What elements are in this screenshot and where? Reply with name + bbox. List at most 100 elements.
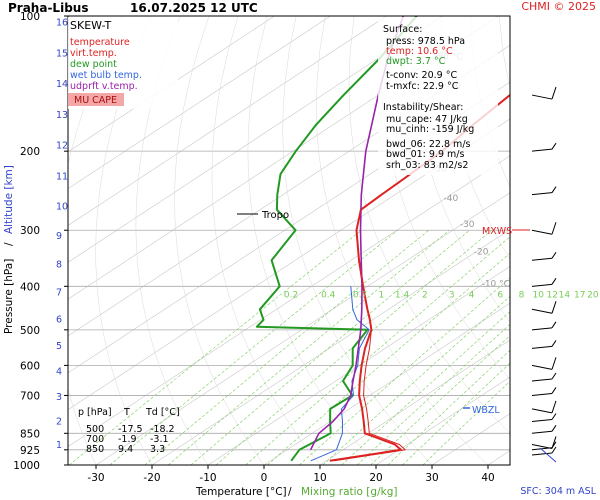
table-row-850-p: 850 [86,444,104,455]
wind-barb [531,387,557,396]
y-tick-label: 1000 [13,460,40,472]
wind-barb-flag [551,357,557,370]
altitude-tick-label: 8 [56,260,62,271]
wind-barb [531,252,557,261]
wind-barb-flag [551,222,557,235]
wind-barb [531,301,557,314]
x-tick-label: 0 [261,472,268,484]
isotherm-line [68,81,510,374]
dry-adiabat [174,16,265,465]
series-dew-point-line [255,16,418,462]
wind-barb-flag [551,278,557,285]
mixing-ratio-label: 2 [422,290,428,300]
dry-adiabat [135,16,209,465]
instability-bwd-06: bwd_06: 22.8 m/s [386,139,471,150]
series-wet-bulb-temp-line [310,286,370,462]
mixing-ratio-label: 20 [587,290,599,300]
wind-barb-staff [531,378,553,382]
dry-adiabat [247,16,377,465]
altitude-tick-label: 16 [56,18,68,29]
isotherm-line [151,229,510,465]
mixing-ratio-label: 14 [559,290,571,300]
wind-barb-staff [531,257,553,261]
table-header-td: Td [°C] [145,407,180,418]
wind-barb-flag [551,301,557,314]
wind-barb-flag [551,400,557,414]
legend-udprft: udprft v.temp. [70,81,138,92]
copyright-label: CHMI © 2025 [521,0,596,13]
wind-barb-flag [551,186,557,193]
wind-barb-staff [531,283,553,287]
wind-barb-flag [551,446,557,454]
dry-adiabat [380,16,510,380]
x-tick-label: -20 [143,472,160,484]
y-axis-title: Pressure [hPa] / Altitude [km] [3,165,15,334]
isotherm-line [487,450,510,465]
x-axis-sep: / [288,486,292,498]
mixing-ratio-label: 3 [449,290,455,300]
instability-srh-03: srh_03: 83 m2/s2 [386,160,468,171]
dry-adiabat [95,16,153,465]
x-axis-label: Temperature [°C] [195,486,287,498]
mu-cape-badge [68,93,124,106]
dry-adiabat [498,16,510,88]
mixing-ratio-label: 0.4 [321,290,336,300]
wbzl-label: WBZL [472,405,500,416]
wind-barb [531,321,557,331]
mixing-ratio-label: 17 [574,290,585,300]
axis-layer: 0.20.40.711.423468101214172025-80 °C-70-… [13,11,599,484]
y-tick-label: 300 [20,225,40,237]
mixing-ratio-label: 0.7 [353,290,367,300]
mixing-ratio-label: 6 [497,290,503,300]
wind-barb [531,436,557,449]
surface-temp: temp: 10.6 °C [386,46,453,57]
plot-frame [67,15,511,466]
mixing-ratio-line [190,229,470,465]
wind-barb-staff [531,94,553,100]
altitude-tick-label: 14 [56,79,68,90]
wind-barb [531,86,557,100]
x-tick-label: 40 [481,472,494,484]
altitude-tick-label: 4 [56,367,62,378]
legend-temperature: temperature [70,37,130,48]
surface-tconv: t-conv: 20.9 °C [386,70,457,81]
y-tick-label: 925 [20,445,40,457]
isotherm-line [68,44,510,337]
mixing-ratio-line [299,277,510,465]
surface-press: press: 978.5 hPa [386,36,465,47]
mixing-ratio-label: 8 [519,290,525,300]
y-tick-label: 850 [20,428,40,440]
wind-barb-staff [531,418,553,422]
wind-barb [531,413,557,422]
altitude-tick-label: 7 [56,287,62,298]
wind-barb-staff [531,345,553,349]
legend-title: SKEW-T [70,19,112,32]
mixing-ratio-label: 12 [547,290,558,300]
wind-barb-flag [551,372,557,380]
dry-adiabat [411,16,510,323]
mixing-ratio-label: 0.2 [284,290,298,300]
info-panel: Surface: press: 978.5 hPa temp: 10.6 °C … [378,17,498,175]
mixing-ratio-line [322,296,510,465]
table-row-500-t: -17.5 [118,424,143,435]
wind-barb-staff [531,229,553,235]
wind-barb [531,222,557,235]
x-axis-label-mixing: Mixing ratio [g/kg] [301,486,397,498]
mu-cape-label: MU CAPE [74,95,117,106]
isotherm-label: -30 [460,220,475,230]
altitude-tick-label: 15 [56,48,68,59]
table-row-700-p: 700 [86,434,104,445]
legend-dew-point: dew point [70,59,117,70]
wind-barb-staff [531,364,553,370]
mixing-ratio-line [341,311,510,465]
tropo-label: Tropo [261,210,289,221]
series-udprft-v-temp-line [309,16,405,451]
wind-barb-staff [531,308,553,314]
y-tick-label: 700 [20,390,40,402]
wind-barb-flag [551,252,557,259]
wind-barb [531,425,557,434]
wind-barb [531,278,557,287]
legend: SKEW-T temperature virt.temp. dew point … [68,17,178,109]
mixing-ratio-line [387,349,510,465]
surface-tmxfc: t-mxfc: 22.9 °C [386,81,459,92]
